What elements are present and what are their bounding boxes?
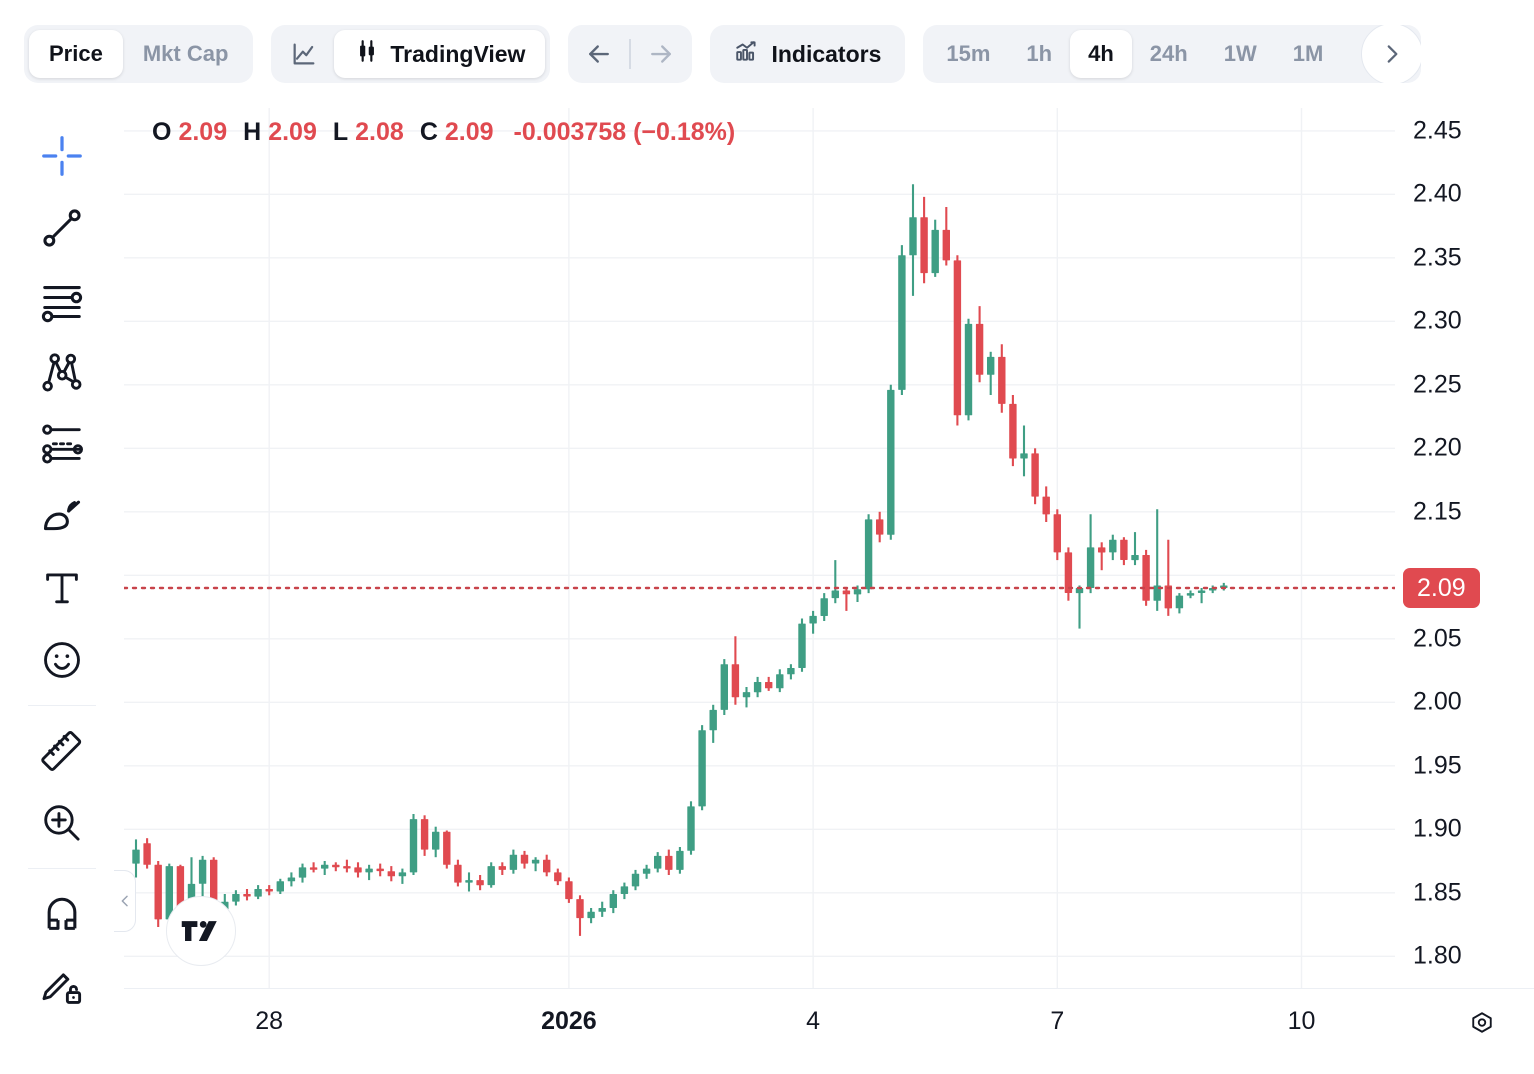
crosshair-tool-icon[interactable] <box>24 120 100 192</box>
candlestick-plot <box>124 108 1395 988</box>
mktcap-tab[interactable]: Mkt Cap <box>142 41 229 66</box>
price-tick-label: 2.20 <box>1413 433 1462 462</box>
zoom-in-tool-icon[interactable] <box>24 787 100 859</box>
pitchfork-tool-icon[interactable] <box>24 336 100 408</box>
time-tick-label: 2026 <box>541 1007 597 1035</box>
chart-provider-group: TradingView <box>271 25 551 83</box>
measure-ruler-tool-icon[interactable] <box>24 715 100 787</box>
ohlc-open-value: 2.09 <box>178 118 228 146</box>
chevron-right-icon[interactable] <box>1361 25 1422 83</box>
nav-divider <box>629 39 632 69</box>
timeframe-1m[interactable]: 1M <box>1292 41 1324 66</box>
collapse-toolbar-handle[interactable] <box>114 870 136 932</box>
top-toolbar: Price Mkt Cap TradingView <box>0 0 1534 108</box>
timeframe-4h[interactable]: 4h <box>1070 30 1132 78</box>
time-axis[interactable]: 28 2026 4 7 10 <box>124 988 1534 1074</box>
emoji-tool-icon[interactable] <box>24 624 100 696</box>
current-price-badge: 2.09 <box>1403 568 1480 608</box>
timeframe-1w[interactable]: 1W <box>1223 41 1257 66</box>
tradingview-label: TradingView <box>390 40 526 67</box>
price-tick-label: 2.35 <box>1413 243 1462 272</box>
timeframe-1h[interactable]: 1h <box>1026 41 1053 66</box>
arrow-right-icon[interactable] <box>635 30 687 78</box>
toolbar-divider-1 <box>28 705 96 706</box>
price-tick-label: 1.85 <box>1413 878 1462 907</box>
ohlc-close-key: C <box>419 118 438 146</box>
tradingview-button[interactable]: TradingView <box>334 30 546 78</box>
timeframe-15m[interactable]: 15m <box>946 41 991 66</box>
lock-drawings-tool-icon[interactable] <box>24 950 100 1022</box>
tradingview-logo[interactable] <box>166 896 236 966</box>
gear-icon[interactable] <box>1462 1005 1502 1045</box>
price-tick-label: 2.00 <box>1413 687 1462 716</box>
indicators-label: Indicators <box>771 40 882 67</box>
fib-channel-tool-icon[interactable] <box>24 408 100 480</box>
magnet-tool-icon[interactable] <box>24 878 100 950</box>
time-tick-label: 28 <box>255 1007 284 1035</box>
price-mktcap-toggle: Price Mkt Cap <box>24 25 254 83</box>
ohlc-open-key: O <box>152 118 172 146</box>
brush-tool-icon[interactable] <box>24 480 100 552</box>
ohlc-close-value: 2.09 <box>444 118 494 146</box>
trend-line-tool-icon[interactable] <box>24 192 100 264</box>
ohlc-low-key: L <box>332 118 349 146</box>
candlestick-icon <box>354 38 380 70</box>
price-tick-label: 2.15 <box>1413 497 1462 526</box>
timeframe-group: 15m 1h 4h 24h 1W 1M <box>923 25 1422 83</box>
ohlc-high-key: H <box>243 118 262 146</box>
chart-canvas[interactable]: O 2.09 H 2.09 L 2.08 C 2.09 -0.003758 (−… <box>114 108 1395 988</box>
text-tool-icon[interactable] <box>24 552 100 624</box>
price-tick-label: 1.95 <box>1413 751 1462 780</box>
indicators-bar-chart-icon <box>734 38 760 70</box>
line-chart-icon[interactable] <box>276 30 332 78</box>
time-tick-label: 10 <box>1287 1007 1316 1035</box>
ohlc-change-value: -0.003758 (−0.18%) <box>513 118 736 146</box>
price-tick-label: 2.25 <box>1413 370 1462 399</box>
price-tick-label: 2.40 <box>1413 179 1462 208</box>
price-tick-label: 2.05 <box>1413 624 1462 653</box>
price-axis[interactable]: 2.45 2.40 2.35 2.30 2.25 2.20 2.15 2.05 2.00 1.95… <box>1395 108 1534 988</box>
price-tick-label: 2.30 <box>1413 306 1462 335</box>
history-nav-group <box>568 25 693 83</box>
price-tick-label: 2.45 <box>1413 116 1462 145</box>
timeframe-24h[interactable]: 24h <box>1149 41 1188 66</box>
price-tick-label: 1.90 <box>1413 814 1462 843</box>
ohlc-low-value: 2.08 <box>355 118 404 146</box>
arrow-left-icon[interactable] <box>573 30 625 78</box>
drawing-toolbar <box>0 108 124 1074</box>
horizontal-lines-tool-icon[interactable] <box>24 264 100 336</box>
time-tick-label: 7 <box>1050 1007 1065 1035</box>
toolbar-divider-2 <box>28 868 96 869</box>
time-tick-label: 4 <box>806 1007 821 1035</box>
ohlc-high-value: 2.09 <box>268 118 317 146</box>
ohlc-legend: O 2.09 H 2.09 L 2.08 C 2.09 -0.003758 (−… <box>152 118 735 147</box>
price-tick-label: 1.80 <box>1413 941 1462 970</box>
price-tab[interactable]: Price <box>29 30 123 78</box>
indicators-button[interactable]: Indicators <box>710 25 906 83</box>
